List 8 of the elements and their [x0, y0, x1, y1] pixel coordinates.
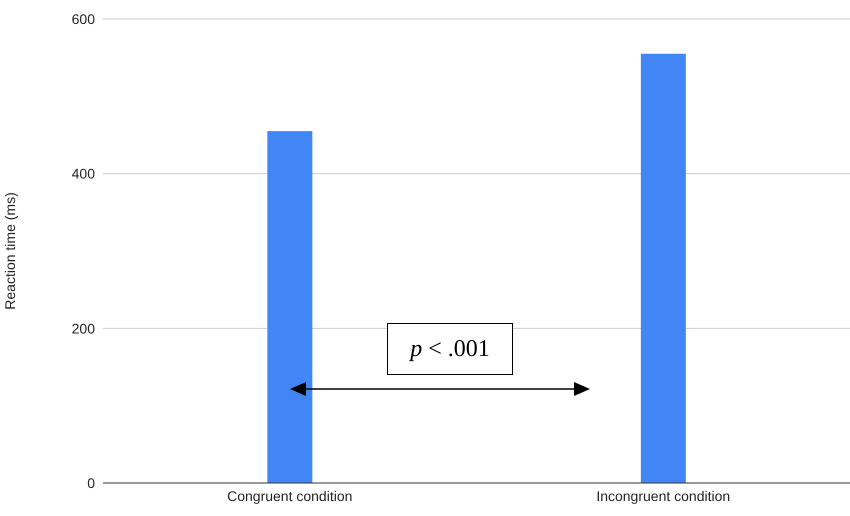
y-axis-title: Reaction time (ms)	[2, 192, 18, 310]
y-tick-label: 600	[72, 10, 96, 27]
y-tick-label: 0	[87, 474, 96, 491]
x-tick-label: Congruent condition	[227, 488, 352, 504]
x-tick-label: Incongruent condition	[596, 488, 730, 504]
annotation: p < .001	[410, 336, 490, 362]
y-tick-label: 200	[72, 320, 96, 336]
y-tick-label: 400	[72, 166, 96, 182]
